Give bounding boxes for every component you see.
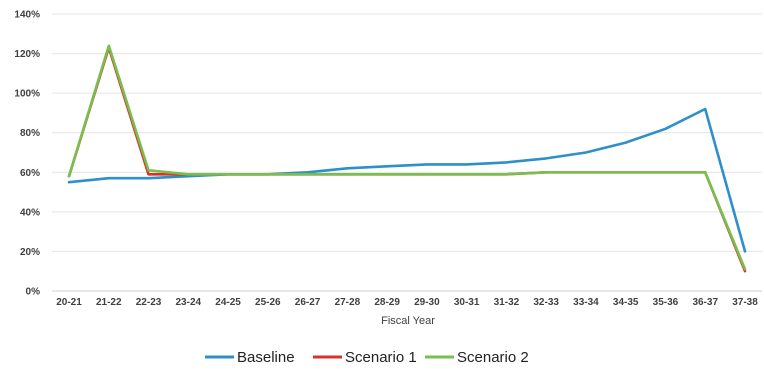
series-line-2	[67, 46, 747, 273]
y-tick-label: 140%	[14, 10, 40, 21]
y-axis-ticks: 0% 20% 40% 60% 80% 100% 120% 140%	[14, 10, 40, 298]
y-tick-label: 20%	[20, 247, 40, 258]
x-tick-label: 30-31	[454, 297, 480, 308]
legend-label: Scenario 2	[457, 349, 529, 366]
series-line-3	[67, 44, 747, 271]
x-tick-label: 21-22	[96, 297, 122, 308]
x-tick-label: 22-23	[136, 297, 162, 308]
gridlines	[52, 13, 762, 292]
x-tick-label: 29-30	[414, 297, 440, 308]
x-tick-label: 31-32	[494, 297, 520, 308]
x-axis-title: Fiscal Year	[381, 315, 435, 327]
x-tick-label: 36-37	[692, 297, 718, 308]
y-tick-label: 0%	[26, 287, 41, 298]
y-tick-label: 80%	[20, 128, 40, 139]
x-tick-label: 37-38	[732, 297, 758, 308]
x-tick-label: 20-21	[56, 297, 82, 308]
y-tick-label: 120%	[14, 49, 40, 60]
x-tick-label: 28-29	[374, 297, 400, 308]
x-tick-label: 25-26	[255, 297, 281, 308]
y-tick-label: 40%	[20, 207, 40, 218]
legend-label: Scenario 1	[345, 349, 417, 366]
x-tick-label: 33-34	[573, 297, 599, 308]
x-tick-label: 35-36	[653, 297, 679, 308]
x-tick-label: 23-24	[176, 297, 202, 308]
y-tick-label: 100%	[14, 89, 40, 100]
x-tick-label: 34-35	[613, 297, 639, 308]
legend-label: Baseline	[237, 349, 295, 366]
x-tick-label: 24-25	[215, 297, 241, 308]
x-tick-label: 26-27	[295, 297, 321, 308]
x-tick-label: 32-33	[533, 297, 559, 308]
legend: Baseline Scenario 1 Scenario 2	[205, 349, 529, 366]
y-tick-label: 60%	[20, 168, 40, 179]
x-axis-ticks: 20-21 21-22 22-23 23-24 24-25 25-26 26-27 27-28…	[56, 297, 758, 308]
series-lines	[67, 44, 747, 273]
series-line-1	[67, 107, 747, 253]
x-tick-label: 27-28	[335, 297, 361, 308]
